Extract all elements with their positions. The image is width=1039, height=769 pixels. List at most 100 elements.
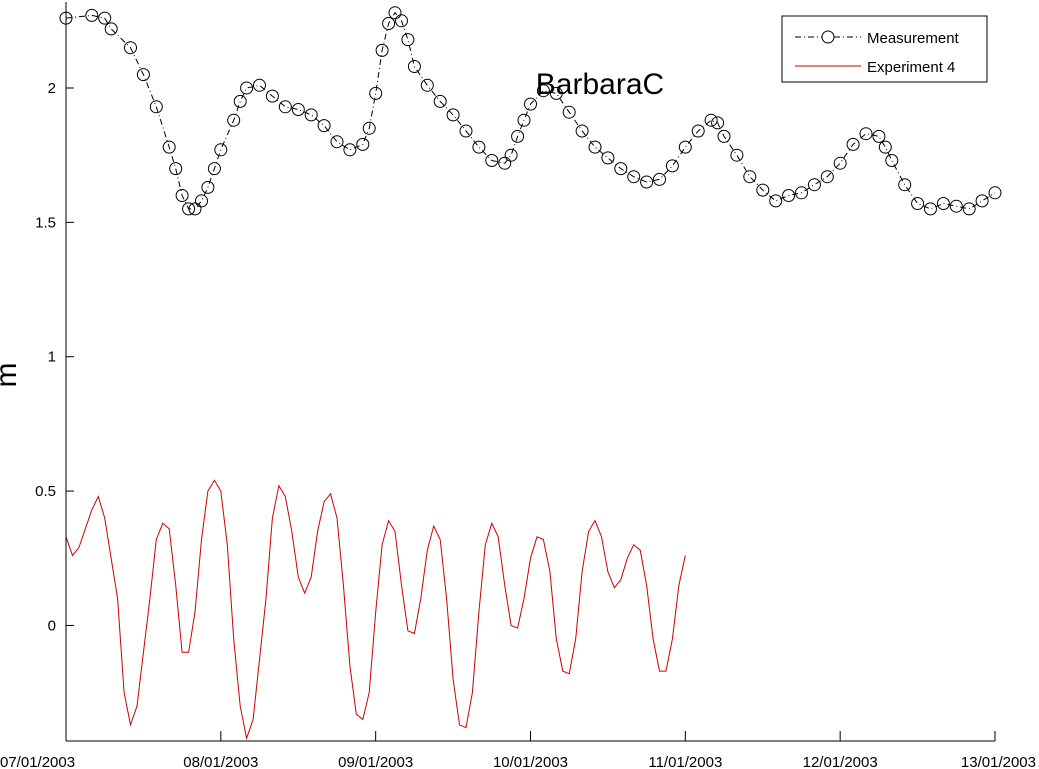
measurement-point	[614, 162, 628, 176]
measurement-point	[420, 78, 434, 92]
measurement-point	[265, 89, 279, 103]
y-axis-label: m	[0, 363, 23, 388]
measurement-point	[730, 148, 744, 162]
measurement-point	[653, 172, 666, 186]
measurement-point	[678, 140, 692, 154]
measurement-point	[356, 137, 370, 151]
measurement-point	[136, 68, 150, 82]
measurement-point	[588, 140, 602, 154]
measurement-point	[253, 78, 266, 92]
x-tick-label: 11/01/2003	[648, 754, 722, 769]
measurement-point	[562, 105, 576, 119]
measurement-point	[627, 170, 641, 184]
series-line-0	[65, 11, 996, 210]
measurement-point	[395, 14, 408, 28]
measurement-point	[433, 94, 447, 108]
measurement-point	[911, 197, 925, 210]
measurement-point	[898, 178, 912, 192]
measurement-point	[601, 151, 615, 165]
measurement-point	[988, 186, 1002, 200]
chart-title: BarbaraC	[536, 68, 664, 101]
measurement-point	[665, 159, 679, 173]
x-tick-label: 09/01/2003	[338, 754, 413, 769]
measurement-point	[704, 113, 718, 127]
measurement-point	[98, 11, 112, 25]
measurement-point	[330, 135, 344, 149]
measurement-point	[711, 116, 725, 130]
measurement-point	[846, 137, 860, 151]
x-tick-label: 08/01/2003	[183, 754, 258, 769]
measurement-point	[401, 33, 415, 47]
measurement-point	[227, 113, 241, 127]
x-tick-label: 13/01/2003	[961, 754, 1036, 769]
measurement-point	[820, 170, 834, 184]
measurement-point	[446, 108, 460, 122]
measurement-point	[717, 129, 731, 143]
measurement-point	[517, 113, 531, 127]
x-tick-label: 07/01/2003	[0, 754, 75, 769]
legend: Measurement Experiment 4	[781, 15, 988, 83]
x-tick-label: 12/01/2003	[803, 754, 878, 769]
series-line-1	[65, 479, 686, 741]
measurement-point	[885, 154, 899, 167]
measurement-point	[769, 194, 783, 208]
y-tick-label: 1.5	[35, 214, 56, 231]
measurement-point	[149, 100, 163, 114]
measurement-point	[182, 202, 196, 216]
measurement-point	[207, 162, 221, 176]
measurement-point	[924, 202, 937, 216]
x-tick-label: 10/01/2003	[493, 754, 568, 769]
measurement-point	[162, 140, 176, 154]
measurement-point	[756, 183, 770, 197]
measurement-point	[317, 119, 331, 133]
measurement-point	[872, 129, 886, 143]
measurement-point	[472, 140, 486, 154]
measurement-point	[407, 60, 421, 73]
legend-measurement-marker	[821, 30, 835, 44]
measurement-point	[343, 143, 357, 157]
y-tick-label: 1	[48, 349, 56, 366]
y-tick-label: 2	[48, 80, 56, 97]
measurement-point	[498, 156, 512, 170]
measurement-point	[524, 97, 537, 111]
measurement-point	[382, 17, 396, 30]
measurement-point	[949, 199, 963, 213]
measurement-point	[807, 178, 821, 192]
measurement-point	[278, 100, 292, 114]
y-tick-label: 0	[48, 617, 56, 634]
measurement-point	[640, 175, 654, 189]
measurement-point	[195, 194, 208, 208]
measurement-point	[962, 202, 976, 216]
measurement-point	[743, 170, 757, 184]
measurement-point	[188, 202, 202, 216]
legend-box	[781, 15, 988, 83]
measurement-point	[175, 189, 189, 202]
measurement-point	[795, 186, 808, 200]
measurement-point	[549, 86, 563, 100]
measurement-point	[240, 81, 254, 95]
legend-experiment-label: Experiment 4	[867, 59, 955, 76]
measurement-point	[124, 41, 137, 55]
measurement-point	[214, 143, 228, 157]
measurement-point	[833, 156, 847, 170]
measurement-point	[936, 197, 950, 210]
measurement-point	[233, 94, 247, 108]
measurement-point	[169, 162, 183, 176]
measurement-point	[691, 124, 705, 138]
measurement-point	[575, 124, 589, 138]
measurement-point	[878, 140, 892, 154]
measurement-point	[291, 103, 305, 116]
measurement-point	[104, 22, 118, 36]
y-tick-label: 0.5	[35, 483, 56, 500]
measurement-point	[504, 148, 518, 162]
measurement-point	[536, 84, 550, 98]
measurement-point	[485, 154, 499, 167]
measurement-point	[369, 86, 383, 100]
plot-area	[59, 6, 1002, 741]
measurement-point	[375, 43, 389, 57]
measurement-point	[304, 108, 318, 122]
legend-measurement-label: Measurement	[867, 30, 960, 47]
measurement-point	[975, 194, 989, 208]
